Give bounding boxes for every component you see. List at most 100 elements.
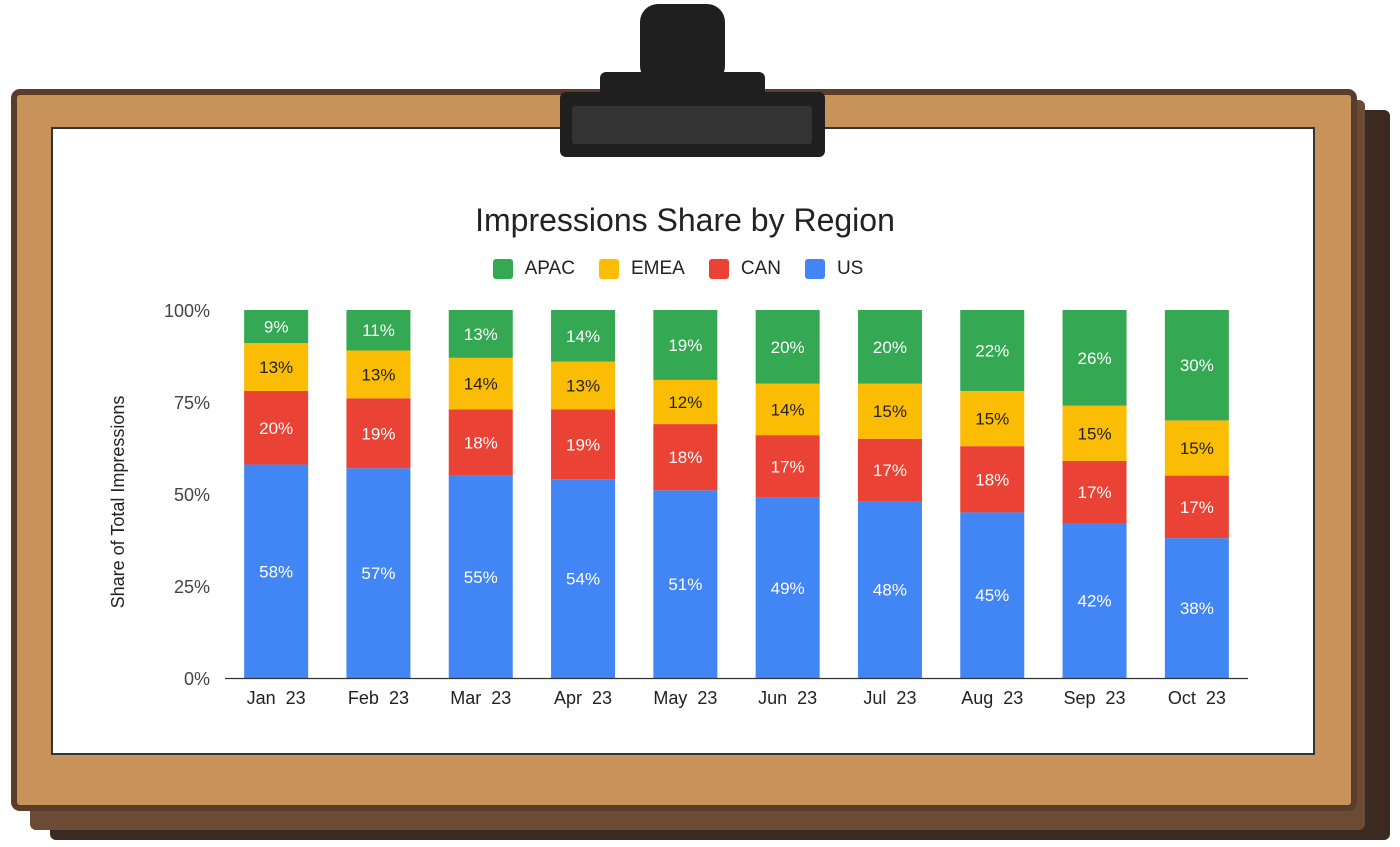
- data-label: 15%: [1180, 439, 1214, 458]
- bar-apac: [755, 310, 820, 384]
- bar-us: [346, 468, 411, 678]
- bar-apac: [960, 310, 1025, 391]
- bar-can: [755, 435, 820, 498]
- data-label: 20%: [873, 338, 907, 357]
- y-tick-label: 75%: [174, 393, 210, 413]
- legend-label: US: [836, 258, 864, 279]
- bar-emea: [1164, 420, 1229, 476]
- data-label: 15%: [873, 402, 907, 421]
- bar-can: [346, 398, 411, 469]
- data-label: 18%: [464, 433, 498, 452]
- data-label: 15%: [975, 410, 1009, 429]
- bar-emea: [857, 383, 922, 439]
- bar-emea: [551, 361, 616, 410]
- data-label: 13%: [259, 358, 293, 377]
- y-tick-label: 50%: [174, 485, 210, 505]
- y-axis-title: Share of Total Impressions: [108, 396, 128, 609]
- data-label: 18%: [975, 470, 1009, 489]
- bar-can: [244, 390, 309, 465]
- x-tick-label: Feb 23: [348, 688, 409, 708]
- data-label: 19%: [668, 336, 702, 355]
- y-tick-label: 0%: [184, 669, 210, 689]
- data-label: 58%: [259, 562, 293, 581]
- bar-us: [653, 490, 718, 678]
- data-label: 19%: [566, 435, 600, 454]
- legend-label: CAN: [740, 258, 781, 279]
- bar-can: [960, 446, 1025, 513]
- bar-can: [1164, 475, 1229, 539]
- legend-swatch: [708, 259, 729, 279]
- data-label: 55%: [464, 568, 498, 587]
- data-label: 19%: [361, 424, 395, 443]
- bar-us: [244, 464, 309, 678]
- data-label: 20%: [771, 338, 805, 357]
- data-label: 51%: [668, 575, 702, 594]
- bar-us: [448, 475, 513, 678]
- legend-label: APAC: [524, 258, 575, 279]
- bar-can: [551, 409, 616, 480]
- data-label: 57%: [361, 564, 395, 583]
- legend-swatch: [598, 259, 619, 279]
- bar-apac: [448, 310, 513, 358]
- x-tick-label: May 23: [653, 688, 717, 708]
- bar-emea: [346, 350, 411, 399]
- data-label: 18%: [668, 448, 702, 467]
- bar-us: [857, 501, 922, 678]
- data-label: 17%: [873, 461, 907, 480]
- data-label: 14%: [566, 327, 600, 346]
- bar-can: [857, 438, 922, 502]
- data-label: 13%: [464, 325, 498, 344]
- data-label: 30%: [1180, 356, 1214, 375]
- bar-emea: [448, 357, 513, 410]
- bar-can: [1062, 460, 1127, 524]
- data-label: 45%: [975, 586, 1009, 605]
- y-tick-label: 100%: [164, 301, 210, 321]
- bar-apac: [346, 310, 411, 351]
- bar-us: [1062, 523, 1127, 678]
- data-label: 14%: [771, 400, 805, 419]
- data-label: 17%: [1078, 483, 1112, 502]
- data-label: 13%: [361, 365, 395, 384]
- legend-swatch: [492, 259, 513, 279]
- legend-item-us: US: [804, 258, 864, 280]
- legend-swatch: [804, 259, 825, 279]
- data-label: 49%: [771, 579, 805, 598]
- legend-item-emea: EMEA: [598, 258, 685, 280]
- bar-emea: [755, 383, 820, 436]
- data-label: 17%: [771, 457, 805, 476]
- bar-us: [551, 479, 616, 678]
- x-tick-label: Jul 23: [863, 688, 916, 708]
- x-tick-label: Apr 23: [554, 688, 612, 708]
- data-label: 26%: [1078, 349, 1112, 368]
- bar-apac: [857, 310, 922, 384]
- data-label: 11%: [362, 321, 395, 340]
- x-tick-label: Mar 23: [450, 688, 511, 708]
- legend-item-apac: APAC: [492, 258, 575, 280]
- bar-emea: [653, 379, 718, 425]
- bar-apac: [551, 310, 616, 362]
- x-tick-label: Jan 23: [247, 688, 306, 708]
- clip-icon: [560, 4, 825, 157]
- bar-us: [1164, 538, 1229, 678]
- bar-emea: [1062, 405, 1127, 461]
- bar-us: [755, 497, 820, 678]
- legend-item-can: CAN: [708, 258, 781, 280]
- bar-us: [960, 512, 1025, 678]
- data-label: 12%: [668, 393, 702, 412]
- bar-apac: [1062, 310, 1127, 406]
- bar-apac: [244, 310, 309, 344]
- x-tick-label: Oct 23: [1168, 688, 1226, 708]
- data-label: 54%: [566, 570, 600, 589]
- data-label: 20%: [259, 419, 293, 438]
- data-label: 38%: [1180, 599, 1214, 618]
- data-label: 42%: [1078, 592, 1112, 611]
- bar-emea: [244, 343, 309, 391]
- data-label: 48%: [873, 581, 907, 600]
- bar-can: [448, 409, 513, 476]
- data-label: 15%: [1078, 424, 1112, 443]
- bar-emea: [960, 390, 1025, 447]
- x-tick-label: Sep 23: [1064, 688, 1126, 708]
- data-label: 14%: [464, 375, 498, 394]
